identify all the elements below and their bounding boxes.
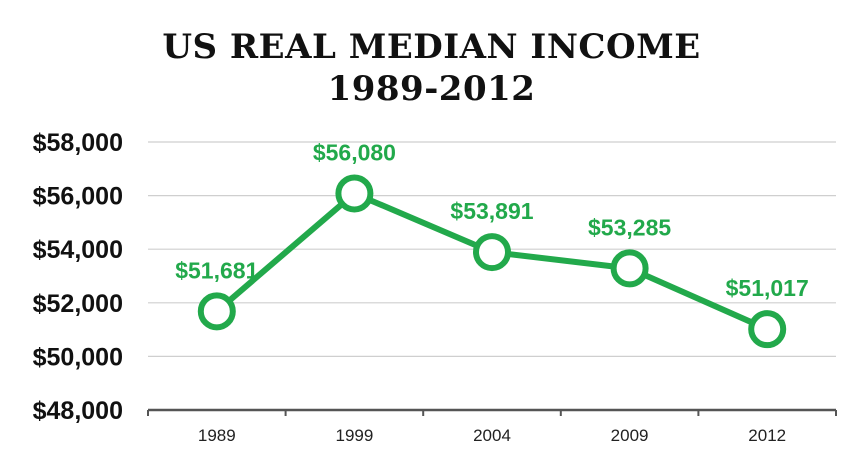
data-label: $56,080	[313, 139, 396, 165]
data-label: $51,017	[726, 275, 809, 301]
data-label: $53,285	[588, 214, 671, 240]
x-axis: 1989 1999 2004 2009 2012	[147, 408, 837, 445]
x-tick-label: 1989	[198, 426, 236, 445]
data-point	[748, 310, 787, 349]
chart-title-line-1: US REAL MEDIAN INCOME	[162, 27, 701, 67]
y-tick-label: $56,000	[33, 183, 123, 211]
data-point	[610, 249, 649, 288]
data-label: $53,891	[450, 198, 533, 224]
chart-title-line-2: 1989-2012	[327, 69, 536, 109]
y-tick-label: $48,000	[33, 397, 123, 425]
income-series: $51,681 $56,080 $53,891 $53,285 $51,017	[175, 139, 809, 349]
y-axis-ticks: $48,000 $50,000 $52,000 $54,000 $56,000 $58,0…	[33, 129, 123, 425]
data-point	[473, 233, 511, 272]
x-tick-label: 2012	[748, 426, 786, 445]
y-tick-label: $54,000	[33, 236, 123, 264]
y-tick-label: $50,000	[33, 343, 123, 371]
x-tick-label: 2009	[611, 426, 649, 445]
data-point	[197, 292, 236, 331]
y-tick-label: $52,000	[33, 290, 123, 318]
data-point	[335, 174, 374, 213]
x-tick-label: 2004	[473, 426, 511, 445]
y-tick-label: $58,000	[33, 129, 123, 157]
x-tick-label: 1999	[335, 426, 373, 445]
chart-title: US REAL MEDIAN INCOME 1989-2012	[0, 26, 863, 110]
data-label: $51,681	[175, 257, 258, 283]
